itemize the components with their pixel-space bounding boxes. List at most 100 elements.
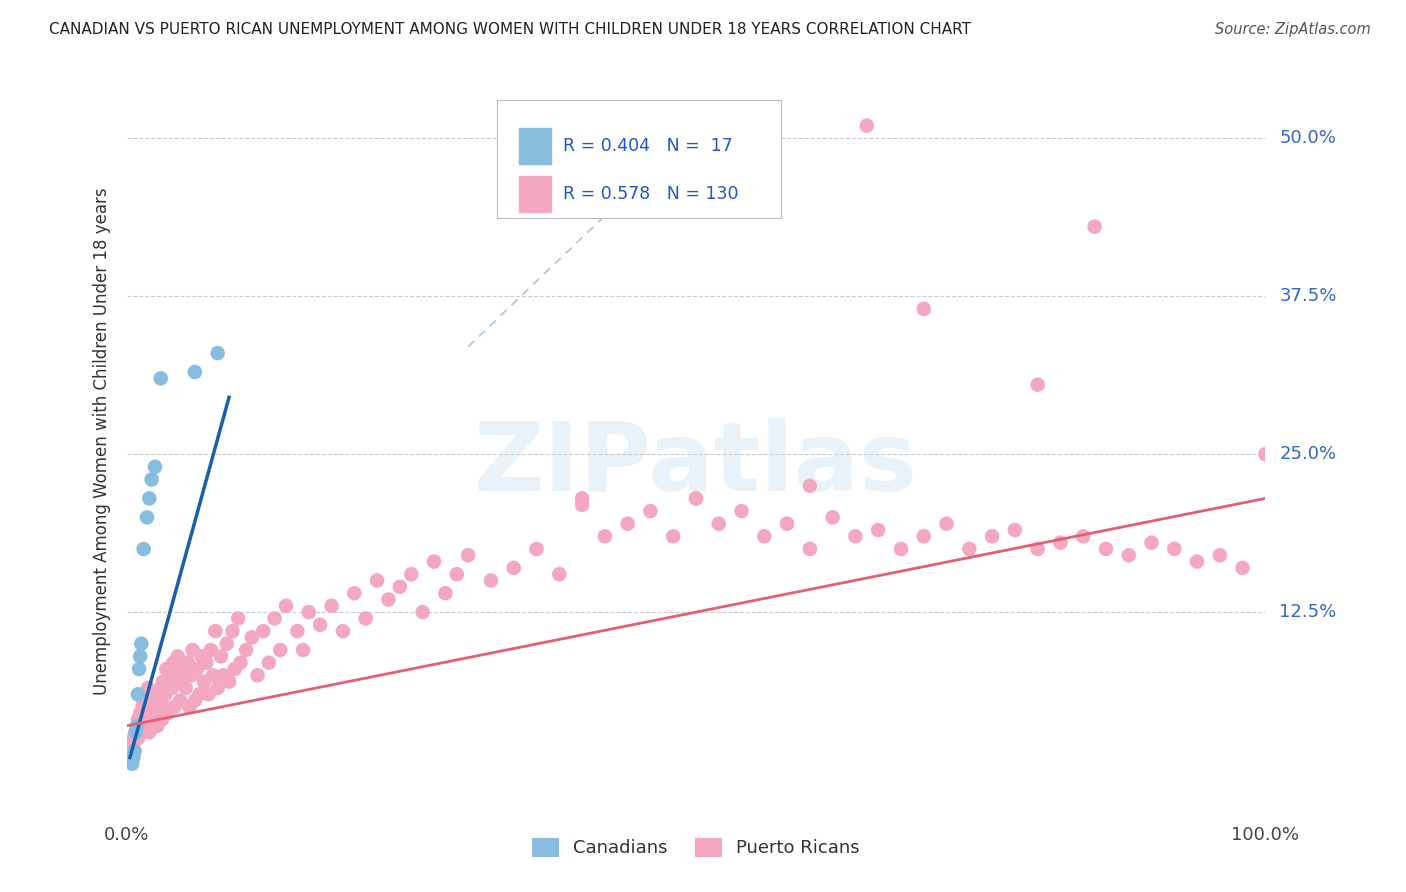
Point	[207, 346, 229, 360]
Text: 37.5%: 37.5%	[1279, 287, 1337, 305]
Point	[172, 674, 194, 689]
Point	[981, 529, 1004, 543]
Point	[129, 706, 152, 721]
Point	[1140, 535, 1163, 549]
Point	[143, 706, 166, 721]
Point	[401, 567, 423, 582]
Point	[754, 529, 776, 543]
Point	[229, 656, 252, 670]
Point	[957, 541, 980, 556]
Point	[274, 599, 297, 613]
Point	[141, 713, 163, 727]
Point	[221, 624, 243, 639]
Point	[125, 719, 148, 733]
Point	[1026, 377, 1049, 392]
Point	[150, 713, 173, 727]
Point	[129, 649, 152, 664]
Point	[479, 574, 502, 588]
Point	[121, 756, 143, 771]
Point	[190, 649, 212, 664]
Point	[193, 674, 215, 689]
Point	[162, 656, 184, 670]
Point	[124, 744, 146, 758]
Point	[163, 699, 186, 714]
Point	[142, 693, 165, 707]
Point	[321, 599, 343, 613]
Point	[149, 371, 172, 385]
Point	[1004, 523, 1026, 537]
Point	[204, 624, 226, 639]
Point	[912, 529, 935, 543]
Point	[128, 662, 150, 676]
Point	[1163, 541, 1185, 556]
Point	[159, 668, 181, 682]
Point	[252, 624, 274, 639]
Point	[160, 681, 183, 695]
Point	[1254, 447, 1277, 461]
Point	[526, 541, 548, 556]
Text: R = 0.578   N = 130: R = 0.578 N = 130	[562, 186, 738, 203]
Text: 25.0%: 25.0%	[1279, 445, 1337, 463]
Point	[423, 555, 446, 569]
Point	[124, 725, 146, 739]
Point	[195, 656, 218, 670]
Point	[135, 687, 157, 701]
Point	[235, 643, 257, 657]
Point	[377, 592, 399, 607]
Point	[343, 586, 366, 600]
Point	[1095, 541, 1118, 556]
Text: 50.0%: 50.0%	[1279, 129, 1336, 147]
Point	[132, 693, 155, 707]
Point	[799, 541, 821, 556]
Point	[131, 725, 153, 739]
Point	[127, 731, 149, 746]
Point	[685, 491, 707, 506]
Point	[240, 631, 263, 645]
Point	[215, 637, 238, 651]
Point	[186, 662, 208, 676]
Legend: Canadians, Puerto Ricans: Canadians, Puerto Ricans	[524, 830, 868, 864]
Point	[332, 624, 354, 639]
Point	[593, 529, 616, 543]
Point	[128, 719, 150, 733]
Point	[145, 687, 167, 701]
Point	[149, 681, 172, 695]
Point	[179, 699, 201, 714]
Point	[218, 674, 240, 689]
Point	[868, 523, 890, 537]
Point	[124, 744, 146, 758]
Point	[457, 548, 479, 563]
Point	[138, 491, 160, 506]
Point	[226, 611, 249, 625]
Point	[1232, 561, 1254, 575]
Text: CANADIAN VS PUERTO RICAN UNEMPLOYMENT AMONG WOMEN WITH CHILDREN UNDER 18 YEARS C: CANADIAN VS PUERTO RICAN UNEMPLOYMENT AM…	[49, 22, 972, 37]
Point	[156, 706, 179, 721]
Point	[640, 504, 662, 518]
Point	[292, 643, 315, 657]
Point	[155, 662, 177, 676]
Bar	[519, 128, 551, 164]
Point	[200, 643, 222, 657]
Point	[1118, 548, 1140, 563]
Point	[180, 668, 202, 682]
Point	[134, 719, 156, 733]
Point	[209, 649, 232, 664]
Point	[212, 668, 235, 682]
Point	[388, 580, 411, 594]
Point	[138, 699, 160, 714]
Point	[730, 504, 752, 518]
Point	[152, 674, 174, 689]
Bar	[519, 176, 551, 212]
Point	[287, 624, 309, 639]
Point	[146, 719, 169, 733]
Point	[855, 119, 877, 133]
Point	[446, 567, 468, 582]
Point	[143, 459, 166, 474]
Point	[148, 693, 170, 707]
Point	[1084, 219, 1107, 234]
Point	[844, 529, 866, 543]
Point	[131, 637, 153, 651]
Point	[548, 567, 571, 582]
Point	[502, 561, 524, 575]
Point	[132, 541, 155, 556]
